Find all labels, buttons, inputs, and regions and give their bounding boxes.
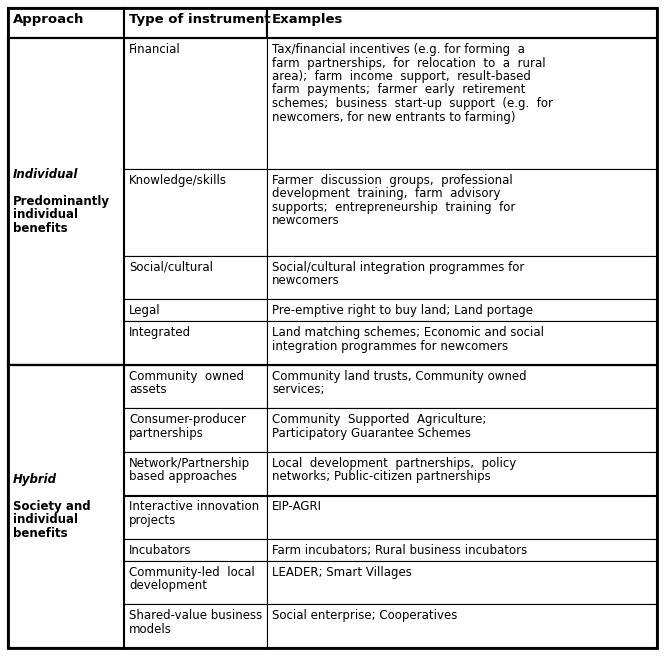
Bar (8, 8, 124, 38)
Text: Legal: Legal (129, 304, 161, 318)
Text: Predominantly: Predominantly (13, 195, 110, 208)
Text: area);  farm  income  support,  result-based: area); farm income support, result-based (272, 70, 531, 83)
Text: development: development (129, 579, 207, 592)
Bar (267, 299, 657, 321)
Bar (267, 8, 657, 38)
Text: Farm incubators; Rural business incubators: Farm incubators; Rural business incubato… (272, 544, 527, 557)
Text: individual: individual (13, 208, 78, 221)
Text: Shared-value business: Shared-value business (129, 609, 262, 623)
Bar (267, 256, 657, 299)
Text: farm  partnerships,  for  relocation  to  a  rural: farm partnerships, for relocation to a r… (272, 56, 545, 70)
Text: schemes;  business  start-up  support  (e.g.  for: schemes; business start-up support (e.g.… (272, 97, 553, 110)
Text: Land matching schemes; Economic and social: Land matching schemes; Economic and soci… (272, 326, 544, 339)
Bar (8, 365, 657, 648)
Bar (267, 321, 657, 365)
Text: projects: projects (129, 514, 176, 527)
Text: newcomers: newcomers (272, 274, 340, 287)
Bar (124, 539, 267, 561)
Text: newcomers, for new entrants to farming): newcomers, for new entrants to farming) (272, 110, 515, 123)
Text: Examples: Examples (272, 13, 343, 26)
Text: services;: services; (272, 383, 325, 396)
Text: Approach: Approach (13, 13, 84, 26)
Text: Community land trusts, Community owned: Community land trusts, Community owned (272, 370, 527, 383)
Text: benefits: benefits (13, 222, 68, 235)
Bar (267, 495, 657, 539)
Text: Integrated: Integrated (129, 326, 191, 339)
Text: Incubators: Incubators (129, 544, 192, 557)
Text: Consumer-producer: Consumer-producer (129, 413, 246, 426)
Text: EIP-AGRI: EIP-AGRI (272, 501, 322, 514)
Bar (8, 38, 657, 365)
Text: benefits: benefits (13, 527, 68, 540)
Bar (124, 256, 267, 299)
Bar (8, 38, 124, 365)
Bar (124, 321, 267, 365)
Text: Financial: Financial (129, 43, 181, 56)
Text: Network/Partnership: Network/Partnership (129, 457, 250, 470)
Text: Farmer  discussion  groups,  professional: Farmer discussion groups, professional (272, 174, 513, 187)
Bar (124, 408, 267, 452)
Text: farm  payments;  farmer  early  retirement: farm payments; farmer early retirement (272, 83, 525, 96)
Text: Social/cultural: Social/cultural (129, 261, 213, 274)
Bar (267, 408, 657, 452)
Bar (124, 169, 267, 256)
Bar (267, 169, 657, 256)
Bar (267, 452, 657, 495)
Bar (8, 365, 124, 648)
Text: networks; Public-citizen partnerships: networks; Public-citizen partnerships (272, 470, 491, 483)
Text: models: models (129, 623, 172, 636)
Bar (124, 604, 267, 648)
Text: Hybrid: Hybrid (13, 472, 57, 485)
Bar (267, 604, 657, 648)
Text: Type of instrument: Type of instrument (129, 13, 271, 26)
Bar (267, 365, 657, 408)
Bar (267, 38, 657, 169)
Bar (124, 495, 267, 539)
Bar (267, 539, 657, 561)
Text: Local  development  partnerships,  policy: Local development partnerships, policy (272, 457, 516, 470)
Text: Participatory Guarantee Schemes: Participatory Guarantee Schemes (272, 427, 471, 440)
Text: LEADER; Smart Villages: LEADER; Smart Villages (272, 566, 412, 579)
Text: Community  Supported  Agriculture;: Community Supported Agriculture; (272, 413, 486, 426)
Text: Tax/financial incentives (e.g. for forming  a: Tax/financial incentives (e.g. for formi… (272, 43, 525, 56)
Text: Community-led  local: Community-led local (129, 566, 255, 579)
Text: Individual: Individual (13, 168, 78, 180)
Bar (124, 38, 267, 169)
Bar (124, 299, 267, 321)
Bar (124, 8, 267, 38)
Bar (124, 452, 267, 495)
Text: development  training,  farm  advisory: development training, farm advisory (272, 187, 501, 200)
Text: Knowledge/skills: Knowledge/skills (129, 174, 227, 187)
Bar (124, 561, 267, 604)
Text: supports;  entrepreneurship  training  for: supports; entrepreneurship training for (272, 201, 515, 214)
Text: integration programmes for newcomers: integration programmes for newcomers (272, 340, 508, 353)
Text: Social enterprise; Cooperatives: Social enterprise; Cooperatives (272, 609, 458, 623)
Text: Pre-emptive right to buy land; Land portage: Pre-emptive right to buy land; Land port… (272, 304, 533, 318)
Text: Society and: Society and (13, 500, 90, 512)
Text: assets: assets (129, 383, 167, 396)
Bar (124, 365, 267, 408)
Text: Social/cultural integration programmes for: Social/cultural integration programmes f… (272, 261, 525, 274)
Bar (267, 561, 657, 604)
Text: partnerships: partnerships (129, 427, 204, 440)
Text: based approaches: based approaches (129, 470, 237, 483)
Text: Interactive innovation: Interactive innovation (129, 501, 259, 514)
Text: newcomers: newcomers (272, 215, 340, 227)
Text: individual: individual (13, 513, 78, 526)
Text: Community  owned: Community owned (129, 370, 244, 383)
